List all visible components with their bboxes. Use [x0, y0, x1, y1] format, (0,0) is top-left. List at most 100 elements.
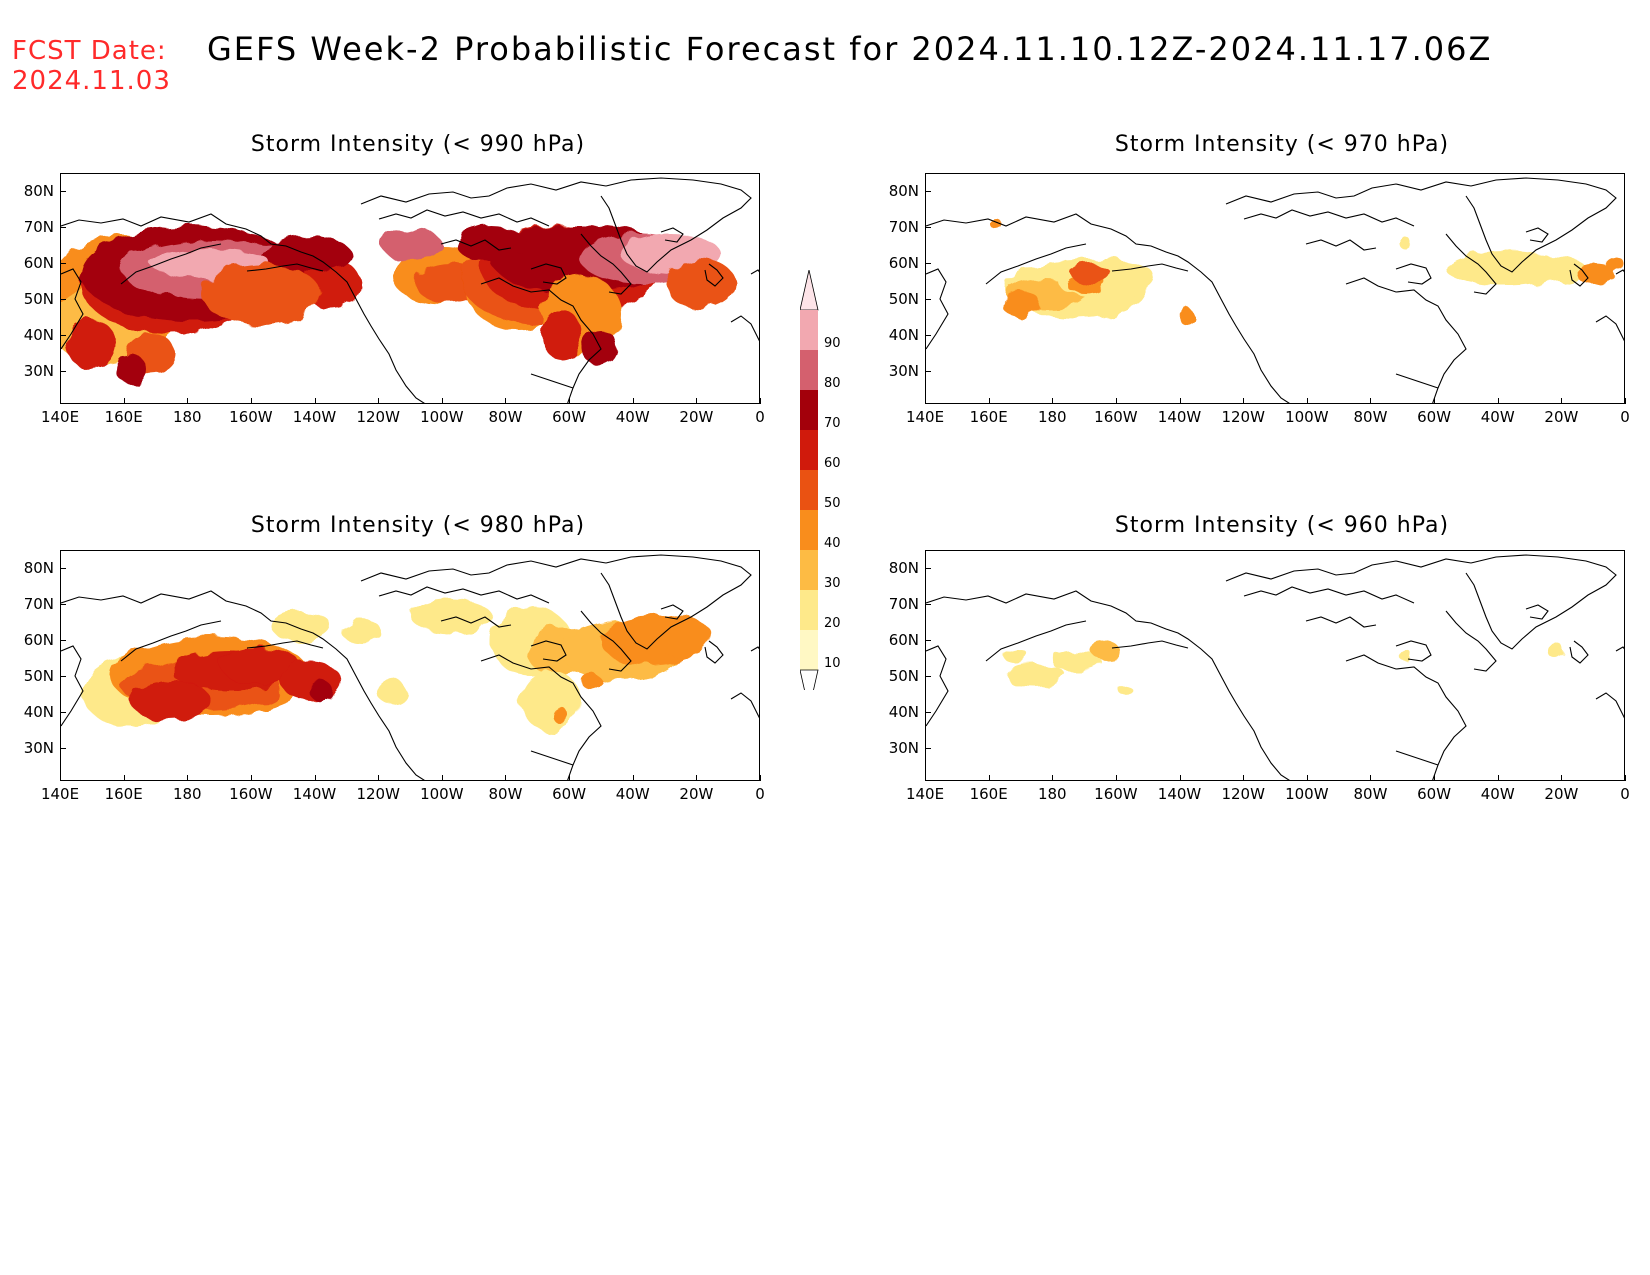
lon-tick-label: 140E: [40, 785, 80, 803]
coastline-segment: [1595, 315, 1624, 342]
lon-tick-label: 0: [1620, 408, 1630, 426]
lat-tick-label: 30N: [23, 739, 54, 757]
coastline-segment: [1465, 554, 1617, 650]
lat-tick-label: 70N: [23, 218, 54, 236]
colorbar-swatch: [800, 550, 818, 590]
lon-tick: [378, 398, 380, 404]
lon-tick-label: 140W: [292, 408, 337, 426]
coastline-segment: [1525, 604, 1549, 620]
map-frame: [925, 173, 1625, 404]
probability-patch: [116, 354, 146, 384]
coastline-segment: [360, 181, 607, 205]
probability-patch: [201, 264, 321, 324]
coastline-segment: [580, 233, 632, 295]
lon-tick: [1243, 775, 1245, 781]
probability-patch: [541, 309, 581, 359]
coastline-segment: [440, 616, 512, 628]
lon-tick-label: 60W: [1417, 785, 1452, 803]
lat-tick-label: 30N: [888, 739, 919, 757]
lon-tick-label: 160W: [1094, 408, 1138, 426]
lat-tick-label: 30N: [23, 362, 54, 380]
lat-tick-label: 40N: [888, 703, 919, 721]
lon-tick-label: 140E: [905, 785, 945, 803]
lon-tick: [123, 398, 125, 404]
lat-tick-label: 30N: [888, 362, 919, 380]
lat-tick: [925, 335, 931, 336]
coastline-segment: [1615, 269, 1624, 275]
coastline-segment: [730, 315, 759, 342]
probability-patch: [271, 236, 351, 272]
lon-tick-label: 100W: [420, 785, 464, 803]
lat-tick: [925, 191, 931, 192]
coastline-segment: [480, 277, 602, 403]
lon-tick: [250, 398, 252, 404]
colorbar-swatch: [800, 630, 818, 670]
lon-tick-label: 120W: [356, 785, 400, 803]
colorbar-swatch: [800, 430, 818, 470]
lat-tick: [925, 604, 931, 605]
panel-title-990: Storm Intensity (< 990 hPa): [250, 132, 586, 157]
lon-tick: [1561, 775, 1563, 781]
lat-tick-label: 60N: [888, 254, 919, 272]
coastline-segment: [120, 243, 222, 285]
lon-tick-label: 20W: [679, 408, 714, 426]
lon-tick: [1179, 775, 1181, 781]
coastline-segment: [704, 263, 724, 287]
probability-patch: [581, 673, 601, 689]
map-frame: [60, 173, 760, 404]
coastline-segment: [1445, 610, 1497, 672]
lon-tick: [1497, 398, 1499, 404]
panel-title-960: Storm Intensity (< 960 hPa): [1114, 513, 1450, 538]
lat-tick-label: 80N: [23, 182, 54, 200]
lon-tick-label: 160W: [229, 785, 273, 803]
lon-tick-label: 160W: [229, 408, 273, 426]
colorbar-level-label: 30: [824, 576, 841, 591]
lon-tick-label: 60W: [1417, 408, 1452, 426]
lat-tick-label: 40N: [888, 326, 919, 344]
probability-patch: [381, 228, 441, 260]
lon-tick-label: 20W: [1544, 785, 1579, 803]
lon-tick: [1625, 398, 1626, 404]
coastline-segment: [750, 269, 759, 275]
lon-tick-label: 140E: [40, 408, 80, 426]
lon-tick-label: 0: [755, 785, 765, 803]
lon-tick: [696, 398, 698, 404]
lat-tick-label: 40N: [23, 703, 54, 721]
lat-tick-label: 40N: [23, 326, 54, 344]
probability-patch: [271, 611, 331, 641]
lon-tick: [1625, 775, 1626, 781]
probability-map: [926, 554, 1624, 780]
lon-tick: [1434, 398, 1436, 404]
colorbar-cap-bottom: [800, 669, 819, 690]
lat-tick-label: 60N: [23, 631, 54, 649]
coastline-segment: [1395, 263, 1432, 285]
coastline-segment: [1111, 263, 1189, 272]
lat-tick-label: 80N: [888, 182, 919, 200]
probability-patch: [1178, 308, 1194, 324]
probability-patch: [1051, 651, 1101, 671]
lon-tick: [1561, 398, 1563, 404]
map-frame: [60, 550, 760, 781]
lon-tick-label: 180: [1037, 785, 1067, 803]
coastline-segment: [530, 640, 567, 662]
lon-tick-label: 180: [172, 408, 202, 426]
lon-tick: [505, 398, 507, 404]
lat-tick-label: 60N: [888, 631, 919, 649]
lat-tick: [60, 676, 66, 677]
coastline-segment: [600, 177, 752, 273]
coastline: [61, 554, 759, 780]
lon-tick: [1306, 775, 1308, 781]
coastline-segment: [660, 227, 684, 243]
coastline-segment: [580, 610, 632, 672]
coastline-segment: [1465, 177, 1617, 273]
lon-tick-label: 120W: [1221, 408, 1265, 426]
lon-tick: [1497, 775, 1499, 781]
coastline-segment: [530, 373, 574, 389]
lon-tick-label: 40W: [1480, 408, 1515, 426]
coastline-segment: [1225, 558, 1472, 582]
lon-tick: [378, 775, 380, 781]
lat-tick: [60, 191, 66, 192]
coastline-segment: [1395, 640, 1432, 662]
lat-tick: [60, 371, 66, 372]
probability-patch: [1006, 664, 1066, 688]
